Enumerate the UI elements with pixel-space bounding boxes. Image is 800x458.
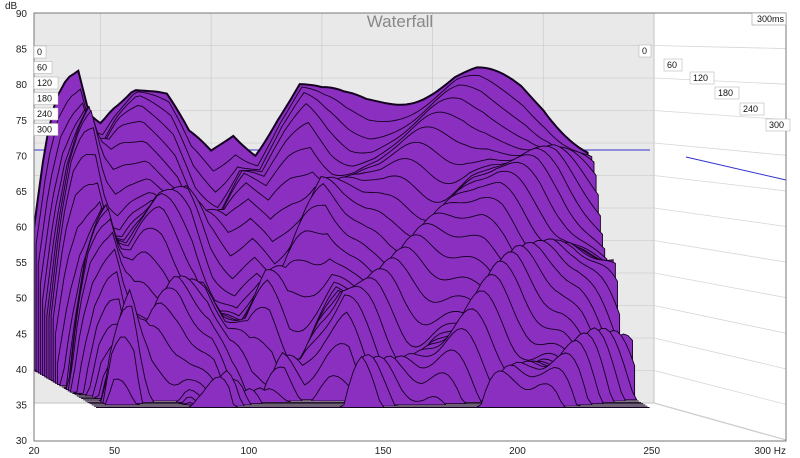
svg-text:120: 120 xyxy=(37,78,52,88)
svg-text:0: 0 xyxy=(642,46,647,56)
grid-line-y-side xyxy=(653,337,787,370)
time-tick-label: 180 xyxy=(33,92,59,105)
grid-line-y-side xyxy=(653,370,787,405)
svg-text:180: 180 xyxy=(37,94,52,104)
grid-line-y-side xyxy=(653,175,787,192)
y-tick-label: 50 xyxy=(16,294,28,305)
y-tick-label: 30 xyxy=(16,436,28,447)
svg-text:300: 300 xyxy=(37,125,52,135)
svg-text:300: 300 xyxy=(769,120,784,130)
grid-line-y-side xyxy=(653,142,787,156)
time-tick-label: 0 xyxy=(638,44,652,58)
grid-line-y-side xyxy=(653,240,787,263)
y-tick-label: 45 xyxy=(16,329,28,340)
time-tick-label: 60 xyxy=(33,61,53,74)
y-axis-unit: dB xyxy=(5,1,18,12)
y-tick-label: 35 xyxy=(16,400,28,411)
waterfall-slices xyxy=(34,66,650,408)
svg-text:240: 240 xyxy=(37,109,52,119)
y-tick-label: 90 xyxy=(16,9,28,20)
time-tick-label: 300 xyxy=(33,123,59,136)
grid-line-y-side xyxy=(653,402,787,441)
x-tick-label: 150 xyxy=(375,446,392,457)
x-tick-label: 250 xyxy=(643,446,660,457)
time-tick-label: 120 xyxy=(689,71,715,85)
grid-line-y-side xyxy=(653,272,787,299)
svg-text:180: 180 xyxy=(718,88,733,98)
x-tick-label: 20 xyxy=(28,446,40,457)
grid-line-y-side xyxy=(653,45,787,49)
time-axis-ticks: 0 60 120 180 240 300 0 60 120 180 240 300 xyxy=(33,44,791,136)
y-tick-label: 80 xyxy=(16,80,28,91)
y-tick-label: 85 xyxy=(16,45,28,56)
y-axis-ticks: 30 35 40 45 50 55 60 65 70 75 80 85 90 xyxy=(16,9,28,447)
time-tick-label: 120 xyxy=(33,76,59,90)
svg-text:60: 60 xyxy=(37,63,47,73)
time-tick-label: 180 xyxy=(714,86,740,100)
grid-line-y-side xyxy=(653,305,787,334)
y-tick-label: 70 xyxy=(16,151,28,162)
x-tick-label: 300 Hz xyxy=(754,446,786,457)
grid-line-y-side xyxy=(653,207,787,227)
svg-text:120: 120 xyxy=(693,73,708,83)
time-corner-label: 300ms xyxy=(751,12,787,26)
time-tick-label: 240 xyxy=(33,107,59,121)
reference-line-right xyxy=(685,156,787,181)
x-tick-label: 50 xyxy=(109,446,121,457)
waterfall-slice xyxy=(96,355,650,408)
time-tick-label: 60 xyxy=(663,58,683,72)
y-tick-label: 55 xyxy=(16,258,28,269)
chart-title: Waterfall xyxy=(367,12,433,31)
svg-text:300ms: 300ms xyxy=(757,14,785,24)
grid-line-y-side xyxy=(653,77,787,85)
y-tick-label: 65 xyxy=(16,187,28,198)
x-tick-label: 200 xyxy=(509,446,526,457)
x-tick-label: 100 xyxy=(241,446,258,457)
y-tick-label: 60 xyxy=(16,223,28,234)
svg-text:0: 0 xyxy=(37,47,42,57)
time-tick-label: 240 xyxy=(739,102,765,116)
grid-line-y-side xyxy=(653,110,787,121)
y-tick-label: 75 xyxy=(16,116,28,127)
time-tick-label: 300 xyxy=(765,118,791,132)
y-tick-label: 40 xyxy=(16,365,28,376)
x-axis-ticks: 20 50 100 150 200 250 300 Hz xyxy=(28,446,786,457)
time-tick-label: 0 xyxy=(33,45,47,59)
svg-text:240: 240 xyxy=(743,104,758,114)
svg-text:60: 60 xyxy=(667,60,677,70)
plot-frame xyxy=(33,12,787,442)
